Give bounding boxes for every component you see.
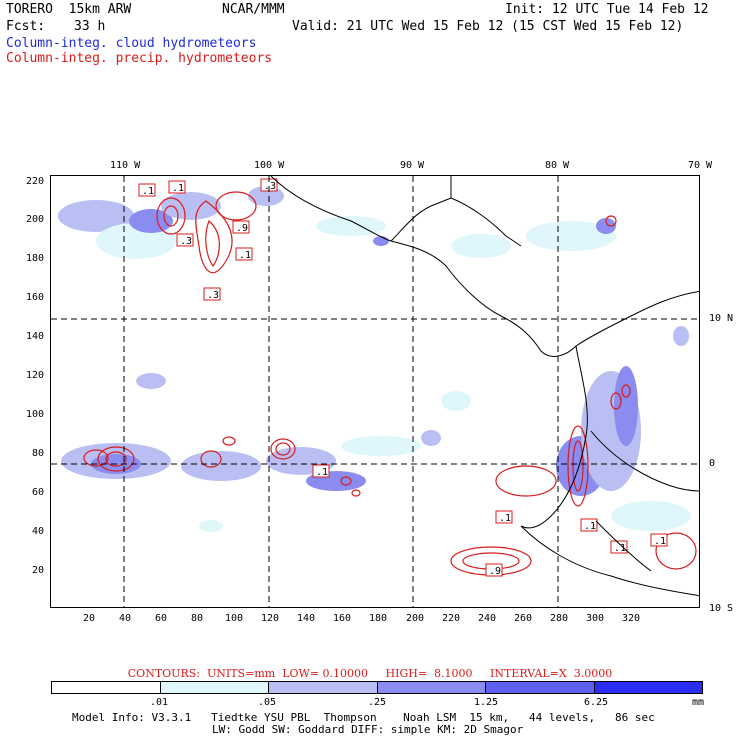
colorbar-label: .01 <box>150 697 169 708</box>
x-tick-300: 300 <box>586 613 605 624</box>
x-tick-60: 60 <box>155 613 168 624</box>
valid-time: Valid: 21 UTC Wed 15 Feb 12 (15 CST Wed … <box>292 19 684 34</box>
colorbar-swatch <box>377 682 486 693</box>
contour-info-title: CONTOURS: <box>127 667 200 680</box>
contour-info-low: LOW= 0.10000 <box>282 667 369 680</box>
colorbar-label: .05 <box>258 697 277 708</box>
lat-label-10n: 10 N <box>709 313 734 324</box>
colorbar-swatch <box>594 682 702 693</box>
y-tick-160: 160 <box>25 292 44 303</box>
forecast-label: Fcst: <box>6 19 46 34</box>
lon-label-90w: 90 W <box>400 160 425 171</box>
y-tick-80: 80 <box>31 448 44 459</box>
colorbar <box>51 681 703 694</box>
y-tick-180: 180 <box>25 253 44 264</box>
model-info: Model Info: V3.3.1 Tiedtke YSU PBL Thomp… <box>72 711 655 724</box>
colorbar-swatch <box>160 682 269 693</box>
model-physics: LW: Godd SW: Goddard DIFF: simple KM: 2D… <box>212 723 524 736</box>
lat-label-10s: 10 S <box>709 603 734 614</box>
colorbar-label: 1.25 <box>474 697 499 708</box>
contour-labels: .1 .1 .3 .3 .9 .1 .3 .1 .1 .1 .1 .9 .1 <box>138 178 668 577</box>
y-tick-200: 200 <box>25 214 44 225</box>
contour-info: CONTOURS: UNITS=mm LOW= 0.10000 HIGH= 8.… <box>0 667 740 680</box>
x-tick-20: 20 <box>83 613 96 624</box>
x-tick-320: 320 <box>622 613 641 624</box>
x-tick-180: 180 <box>369 613 388 624</box>
lon-label-100w: 100 W <box>254 160 285 171</box>
forecast-hour: 33 h <box>74 19 106 34</box>
y-tick-120: 120 <box>25 370 44 381</box>
x-tick-120: 120 <box>261 613 280 624</box>
lon-label-70w: 70 W <box>688 160 713 171</box>
legend-precip: Column-integ. precip. hydrometeors <box>6 51 273 66</box>
colorbar-swatch <box>486 682 595 693</box>
contour-label: .3 <box>180 236 192 247</box>
x-tick-160: 160 <box>333 613 352 624</box>
y-tick-40: 40 <box>31 526 44 537</box>
contour-label: .1 <box>499 513 511 524</box>
contour-info-units: UNITS=mm <box>206 667 276 680</box>
colorbar-swatch <box>269 682 378 693</box>
center-name: NCAR/MMM <box>222 2 285 17</box>
colorbar-swatch <box>52 682 161 693</box>
contour-label: .1 <box>142 186 154 197</box>
contour-label: .1 <box>584 521 596 532</box>
x-tick-80: 80 <box>191 613 204 624</box>
y-tick-20: 20 <box>31 565 44 576</box>
contour-info-interval: INTERVAL=X 3.0000 <box>490 667 613 680</box>
x-tick-140: 140 <box>297 613 316 624</box>
contour-label: .1 <box>316 467 328 478</box>
contour-label: .9 <box>236 223 248 234</box>
x-tick-100: 100 <box>225 613 244 624</box>
x-tick-240: 240 <box>478 613 497 624</box>
contour-label: .1 <box>614 543 626 554</box>
x-tick-40: 40 <box>119 613 132 624</box>
graticule <box>51 176 699 607</box>
model-title: TORERO 15km ARW <box>6 2 132 17</box>
contour-label: .1 <box>654 536 666 547</box>
map-panel: .1 .1 .3 .3 .9 .1 .3 .1 .1 .1 .1 .9 .1 <box>50 175 700 608</box>
lat-label-0: 0 <box>709 458 716 469</box>
init-time: Init: 12 UTC Tue 14 Feb 12 <box>505 2 709 17</box>
y-tick-100: 100 <box>25 409 44 420</box>
colorbar-label: .25 <box>368 697 387 708</box>
map-canvas: .1 .1 .3 .3 .9 .1 .3 .1 .1 .1 .1 .9 .1 <box>51 176 699 607</box>
colorbar-label: 6.25 <box>584 697 609 708</box>
contour-label: .1 <box>239 250 251 261</box>
x-tick-280: 280 <box>550 613 569 624</box>
colorbar-unit: mm <box>692 697 705 708</box>
coastlines <box>270 176 699 597</box>
x-tick-220: 220 <box>442 613 461 624</box>
contour-label: .9 <box>489 566 501 577</box>
y-tick-220: 220 <box>25 176 44 187</box>
contour-info-high: HIGH= 8.1000 <box>385 667 473 680</box>
x-tick-260: 260 <box>514 613 533 624</box>
contour-label: .3 <box>264 181 276 192</box>
x-tick-200: 200 <box>406 613 425 624</box>
y-tick-140: 140 <box>25 331 44 342</box>
y-tick-60: 60 <box>31 487 44 498</box>
lon-label-110w: 110 W <box>110 160 141 171</box>
legend-cloud: Column-integ. cloud hydrometeors <box>6 36 257 51</box>
contour-label: .1 <box>172 183 184 194</box>
cloud-hydrometeor-shading <box>58 186 691 532</box>
lon-label-80w: 80 W <box>545 160 570 171</box>
contour-label: .3 <box>207 290 219 301</box>
